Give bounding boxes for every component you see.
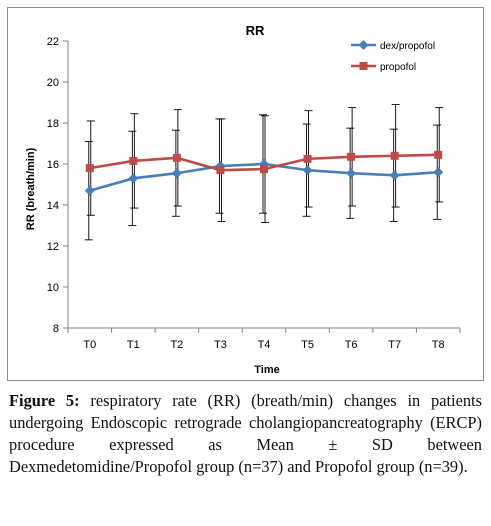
figure-caption-text: respiratory rate (RR) (breath/min) chang… [9,391,482,476]
data-point-square [390,151,399,160]
y-tick-label: 12 [47,241,59,253]
legend-label: dex/propofol [380,41,435,52]
data-point-diamond [84,185,95,196]
data-point-square [85,164,94,173]
y-tick-label: 14 [47,200,59,212]
y-axis-label: RR (breath/min) [25,147,37,230]
chart-frame: 8 10 12 14 16 18 20 22 T0 T1 T2 T3 T4 T5 T6 T7 T8 dex/pr… [7,7,484,381]
y-tick-label: 22 [47,36,59,48]
rr-line-chart: 8 10 12 14 16 18 20 22 T0 T1 T2 T3 T4 T5 T6 T7 T8 dex/pr… [25,23,461,376]
data-point-diamond [128,173,139,184]
x-axis-label: Time [254,364,279,376]
data-point-diamond [171,168,182,179]
figure-label: Figure 5: [9,391,80,410]
data-point-diamond [302,165,313,176]
x-tick-label: T4 [258,339,271,351]
y-tick-label: 20 [47,77,59,89]
x-tick-label: T7 [388,339,401,351]
x-tick-label: T2 [170,339,183,351]
legend-marker-diamond [358,40,369,50]
x-tick-label: T5 [301,339,314,351]
data-point-diamond [346,168,357,179]
y-tick-label: 18 [47,118,59,130]
x-tick-label: T3 [214,339,227,351]
data-point-square [303,154,312,163]
data-point-diamond [433,167,444,178]
data-point-square [129,156,138,165]
x-tick-label: T1 [127,339,140,351]
x-tick-label: T0 [83,339,96,351]
data-point-diamond [389,170,400,181]
x-tick-label: T6 [345,339,358,351]
data-point-square [216,166,225,175]
data-point-square [260,165,268,174]
legend-label: propofol [380,62,416,73]
y-tick-label: 8 [53,323,59,335]
legend-marker-square [359,62,368,70]
data-point-square [172,153,181,162]
figure-caption: Figure 5: respiratory rate (RR) (breath/… [9,390,482,478]
y-tick-label: 10 [47,282,59,294]
data-point-square [347,152,356,161]
y-tick-label: 16 [47,159,59,171]
x-tick-label: T8 [432,339,445,351]
chart-title: RR [246,23,265,38]
data-point-square [434,150,443,159]
